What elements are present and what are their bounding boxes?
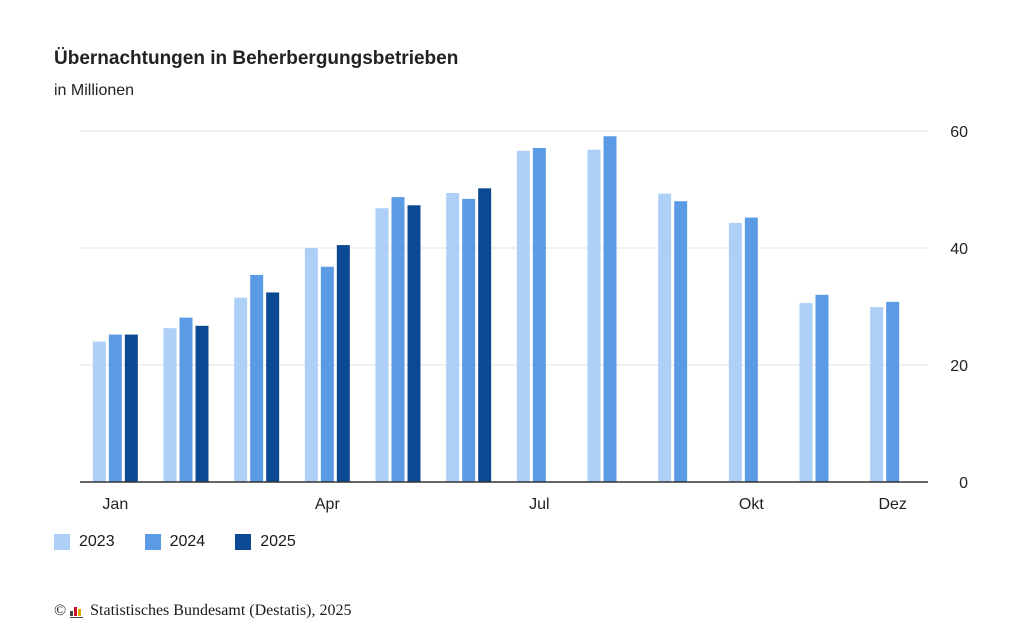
source-credit: © Statistisches Bundesamt (Destatis), 20… — [54, 602, 351, 620]
legend-swatch-2025 — [235, 534, 252, 550]
bar-2023-Jun — [446, 193, 460, 482]
bar-2023-Mär — [234, 297, 248, 482]
bar-2023-Jul — [516, 150, 530, 482]
bar-2024-Aug — [603, 136, 617, 482]
bar-2024-Feb — [179, 317, 193, 482]
legend-item-2025[interactable]: 2025 — [235, 533, 296, 551]
x-tick-label-Jan: Jan — [102, 496, 128, 513]
y-tick-label-20: 20 — [950, 358, 968, 375]
y-tick-label-0: 0 — [959, 475, 968, 492]
x-tick-label-Jul: Jul — [529, 496, 549, 513]
bar-2024-Mai — [391, 197, 405, 483]
bar-2025-Apr — [336, 245, 350, 482]
bar-2025-Jan — [124, 334, 138, 482]
bar-2023-Okt — [728, 222, 742, 482]
bar-2023-Aug — [587, 149, 601, 482]
x-tick-label-Dez: Dez — [878, 496, 906, 513]
copyright-symbol: © — [54, 602, 67, 619]
y-tick-label-40: 40 — [950, 241, 968, 258]
legend-item-2023[interactable]: 2023 — [54, 533, 115, 551]
bar-2023-Jan — [92, 341, 106, 482]
chart-subtitle: in Millionen — [54, 82, 135, 99]
x-tick-label-Okt: Okt — [739, 496, 764, 513]
bar-2023-Feb — [163, 328, 177, 482]
legend-swatch-2024 — [144, 534, 161, 550]
legend-label-2023: 2023 — [79, 533, 115, 550]
bar-2024-Sep — [674, 201, 688, 482]
bar-2023-Sep — [658, 193, 672, 482]
bar-2023-Nov — [799, 302, 813, 482]
bar-2023-Apr — [304, 248, 318, 482]
bar-2025-Mai — [407, 205, 421, 483]
source-text: Statistisches Bundesamt (Destatis), 2025 — [90, 602, 352, 619]
legend-label-2024: 2024 — [169, 533, 206, 550]
chart-title: Übernachtungen in Beherbergungsbetrieben — [54, 48, 459, 69]
bar-2024-Jul — [532, 147, 546, 482]
bar-2024-Jan — [108, 334, 122, 482]
bar-2023-Mai — [375, 208, 389, 482]
x-tick-label-Apr: Apr — [315, 496, 341, 513]
y-tick-label-60: 60 — [950, 124, 968, 141]
bar-2023-Dez — [870, 307, 884, 482]
bar-2024-Apr — [320, 266, 334, 482]
bar-2025-Jun — [478, 188, 492, 482]
chart-legend: 2023 2024 2025 — [54, 533, 296, 551]
bar-2024-Okt — [744, 217, 758, 482]
destatis-logo-icon — [70, 604, 86, 618]
bar-2024-Mär — [250, 274, 264, 482]
legend-label-2025: 2025 — [260, 533, 296, 550]
legend-swatch-2023 — [54, 534, 70, 550]
bar-2024-Jun — [462, 198, 476, 483]
bar-2024-Dez — [886, 301, 900, 482]
bar-2025-Mär — [266, 292, 280, 482]
legend-item-2024[interactable]: 2024 — [144, 533, 206, 551]
bar-2024-Nov — [815, 294, 829, 482]
bar-2025-Feb — [195, 325, 209, 482]
